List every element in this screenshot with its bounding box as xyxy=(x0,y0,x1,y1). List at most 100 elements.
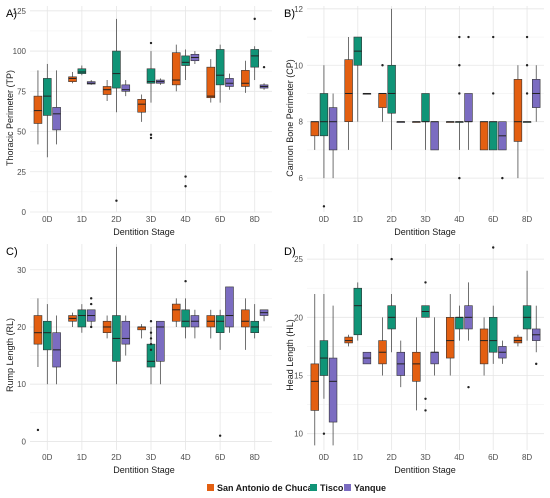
y-tick-label: 25 xyxy=(17,168,26,177)
box-body xyxy=(455,317,464,330)
x-tick-label: 3D xyxy=(146,453,156,462)
y-tick-label: 50 xyxy=(17,128,26,137)
y-tick-label: 125 xyxy=(13,7,27,16)
y-tick-label: 6 xyxy=(299,174,304,183)
x-tick-label: 2D xyxy=(111,453,121,462)
box-body xyxy=(489,121,498,151)
box-a-6D-3 xyxy=(225,73,234,90)
x-tick-label: 1D xyxy=(77,453,87,462)
box-body xyxy=(171,52,181,86)
box-body xyxy=(225,78,234,87)
y-tick-label: 15 xyxy=(294,372,303,381)
box-a-1D-1 xyxy=(68,71,77,84)
x-tick-label: 2D xyxy=(387,453,397,462)
box-b-0D-2 xyxy=(319,65,329,208)
box-body xyxy=(310,121,319,137)
box-outlier-point xyxy=(322,205,326,208)
box-body xyxy=(225,286,234,328)
box-c-4D-1 xyxy=(171,298,181,327)
box-body xyxy=(215,49,225,86)
box-d-4D-2 xyxy=(455,305,464,341)
box-d-4D-3 xyxy=(464,282,473,389)
box-c-1D-3 xyxy=(86,297,96,329)
box-a-2D-2 xyxy=(112,18,121,202)
box-b-2D-2 xyxy=(387,8,396,150)
box-body xyxy=(430,121,439,151)
x-tick-label: 0D xyxy=(319,215,329,224)
box-a-4D-1 xyxy=(171,44,181,92)
box-outlier-point xyxy=(89,297,93,300)
box-a-0D-3 xyxy=(52,70,61,145)
box-body xyxy=(241,309,250,328)
box-outlier-point xyxy=(381,64,384,67)
box-b-4D-1 xyxy=(446,121,455,123)
y-tick-label: 20 xyxy=(294,313,303,322)
y-tick-label: 0 xyxy=(22,208,27,217)
box-body xyxy=(446,317,455,359)
box-a-3D-1 xyxy=(137,94,146,122)
x-tick-label: 3D xyxy=(420,453,430,462)
box-outlier-point xyxy=(149,133,153,136)
box-c-0D-3 xyxy=(52,315,61,385)
box-a-8D-2 xyxy=(250,17,259,81)
box-outlier-point xyxy=(149,320,153,323)
box-outlier-point xyxy=(149,136,153,140)
box-outlier-point xyxy=(424,397,427,400)
x-tick-label: 0D xyxy=(42,453,52,462)
panel-b-x-axis-title: Dentition Stage xyxy=(394,227,456,237)
panel-d: D) 10 15 20 25 0D 1D 2D 3D 4D 6D 8D Dentition Stag… xyxy=(284,244,544,475)
box-outlier-point xyxy=(149,342,153,346)
box-outlier-point xyxy=(492,246,495,249)
x-tick-label: 4D xyxy=(454,453,464,462)
box-b-4D-3 xyxy=(464,35,473,150)
box-body xyxy=(77,309,87,328)
x-tick-label: 1D xyxy=(77,215,87,224)
box-body xyxy=(479,121,489,151)
box-c-3D-3 xyxy=(156,320,165,385)
box-body xyxy=(513,79,523,142)
x-tick-label: 6D xyxy=(215,453,225,462)
x-tick-label: 6D xyxy=(215,215,225,224)
box-b-3D-3 xyxy=(430,121,439,151)
box-c-8D-2 xyxy=(250,304,259,339)
box-b-1D-1 xyxy=(344,37,353,150)
panel-c-label: C) xyxy=(6,246,18,258)
box-d-3D-1 xyxy=(412,317,421,411)
panel-a-label: A) xyxy=(6,8,17,20)
box-outlier-point xyxy=(262,65,266,69)
box-outlier-point xyxy=(458,35,461,39)
box-a-8D-1 xyxy=(241,60,250,93)
box-outlier-point xyxy=(89,302,93,306)
panel-b-marks xyxy=(310,8,541,208)
y-tick-label: 25 xyxy=(294,255,303,264)
box-a-0D-2 xyxy=(43,63,52,158)
box-body xyxy=(33,95,43,124)
box-outlier-point xyxy=(36,428,40,432)
box-outlier-point xyxy=(525,35,529,39)
box-body xyxy=(215,315,225,333)
x-tick-label: 0D xyxy=(319,453,329,462)
y-tick-label: 0 xyxy=(22,437,27,446)
box-outlier-point xyxy=(149,41,153,45)
box-outlier-point xyxy=(492,35,495,39)
box-body xyxy=(489,317,498,353)
box-outlier-point xyxy=(424,409,427,412)
box-d-6D-1 xyxy=(479,317,489,376)
box-c-2D-2 xyxy=(112,246,121,385)
box-a-6D-1 xyxy=(206,59,216,103)
box-body xyxy=(137,99,146,113)
y-tick-label: 30 xyxy=(17,266,26,275)
box-body xyxy=(77,68,87,74)
box-d-0D-1 xyxy=(310,294,319,446)
box-a-1D-2 xyxy=(77,65,87,76)
box-a-4D-3 xyxy=(190,51,200,64)
box-b-3D-2 xyxy=(421,93,430,150)
box-body xyxy=(250,49,259,68)
panel-c-grid: 0 10 20 30 0D 1D 2D 3D 4D 6D 8D xyxy=(17,244,272,462)
box-d-0D-2 xyxy=(319,294,329,435)
panel-c-marks xyxy=(33,246,269,437)
x-tick-label: 8D xyxy=(522,215,532,224)
